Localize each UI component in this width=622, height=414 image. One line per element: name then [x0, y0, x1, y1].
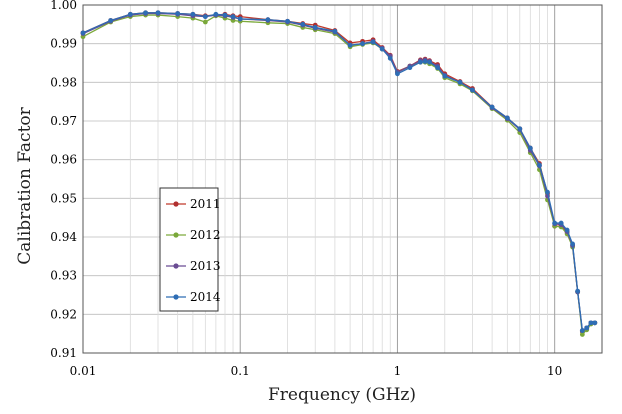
x-tick-label: 1	[394, 364, 402, 378]
legend-marker	[173, 232, 179, 238]
data-point	[175, 11, 181, 16]
data-point	[422, 59, 428, 64]
data-point	[579, 332, 585, 337]
data-point	[230, 14, 236, 19]
data-point	[545, 189, 550, 195]
legend-item-2014: 2014	[166, 290, 221, 304]
data-point	[517, 126, 523, 132]
data-point	[213, 11, 219, 17]
data-point	[442, 73, 448, 79]
data-point	[584, 325, 590, 331]
y-tick-label: 0.98	[50, 75, 77, 89]
data-point	[558, 220, 564, 226]
data-point	[552, 220, 558, 226]
y-tick-label: 0.93	[50, 269, 77, 283]
data-point	[370, 39, 376, 45]
legend-marker	[173, 263, 179, 269]
data-point	[347, 42, 353, 48]
legend-label: 2013	[190, 259, 221, 273]
plot-area-frame	[82, 4, 603, 354]
data-point	[387, 55, 393, 61]
data-point	[108, 18, 114, 23]
data-point	[237, 16, 243, 22]
data-point	[470, 87, 475, 93]
y-axis-title: Calibration Factor	[15, 106, 35, 264]
data-point	[127, 11, 133, 17]
data-point	[155, 10, 161, 16]
data-point	[579, 328, 585, 333]
legend-item-2012: 2012	[166, 228, 221, 242]
y-tick-label: 0.95	[50, 191, 77, 205]
data-point	[143, 10, 148, 16]
data-point	[564, 227, 570, 233]
data-point	[489, 104, 495, 110]
data-point	[312, 25, 318, 30]
x-tick-label: 0.01	[70, 364, 97, 378]
x-tick-label: 0.1	[231, 364, 250, 378]
data-point	[202, 19, 208, 25]
legend-item-2011: 2011	[166, 197, 221, 211]
legend-label: 2011	[190, 197, 221, 211]
legend-item-2013: 2013	[166, 259, 221, 273]
data-point	[418, 59, 423, 65]
data-point	[222, 12, 228, 18]
data-point	[360, 41, 365, 47]
data-point	[592, 320, 598, 326]
x-tick-label: 10	[547, 364, 562, 378]
series-group	[80, 10, 598, 337]
data-point	[427, 59, 432, 65]
data-point	[537, 162, 542, 168]
data-point	[300, 21, 306, 27]
data-point	[435, 65, 440, 71]
data-point	[527, 145, 533, 151]
legend-box	[159, 187, 219, 312]
data-point	[588, 320, 594, 326]
y-tick-label: 1.00	[50, 0, 77, 12]
legend: 2011 2012 2013 2014	[159, 187, 221, 312]
data-point	[504, 115, 510, 121]
data-point	[190, 11, 196, 17]
data-point	[457, 79, 463, 85]
data-point	[575, 288, 581, 294]
y-tick-label: 0.96	[50, 153, 77, 167]
y-tick-label: 0.97	[50, 114, 77, 128]
data-point	[202, 14, 208, 19]
legend-label: 2012	[190, 228, 221, 242]
data-point	[395, 71, 400, 77]
legend-label: 2014	[190, 290, 221, 304]
data-point	[407, 65, 413, 71]
legend-marker	[173, 201, 179, 207]
tick-labels: 0.91 0.92 0.93 0.94 0.95 0.96 0.97 0.98 0.99 1.00…	[50, 0, 562, 378]
data-point	[332, 28, 338, 34]
data-point	[80, 30, 86, 36]
y-tick-label: 0.91	[50, 346, 77, 360]
series-2014	[80, 10, 598, 333]
x-axis-title: Frequency (GHz)	[268, 385, 416, 405]
y-tick-label: 0.92	[50, 307, 77, 321]
data-point	[379, 46, 385, 52]
series-line-2014	[82, 12, 595, 332]
y-tick-label: 0.94	[50, 230, 77, 244]
data-point	[265, 17, 271, 23]
legend-marker	[173, 294, 179, 300]
y-tick-label: 0.99	[50, 37, 77, 51]
data-point	[285, 18, 290, 24]
data-point	[570, 241, 575, 247]
